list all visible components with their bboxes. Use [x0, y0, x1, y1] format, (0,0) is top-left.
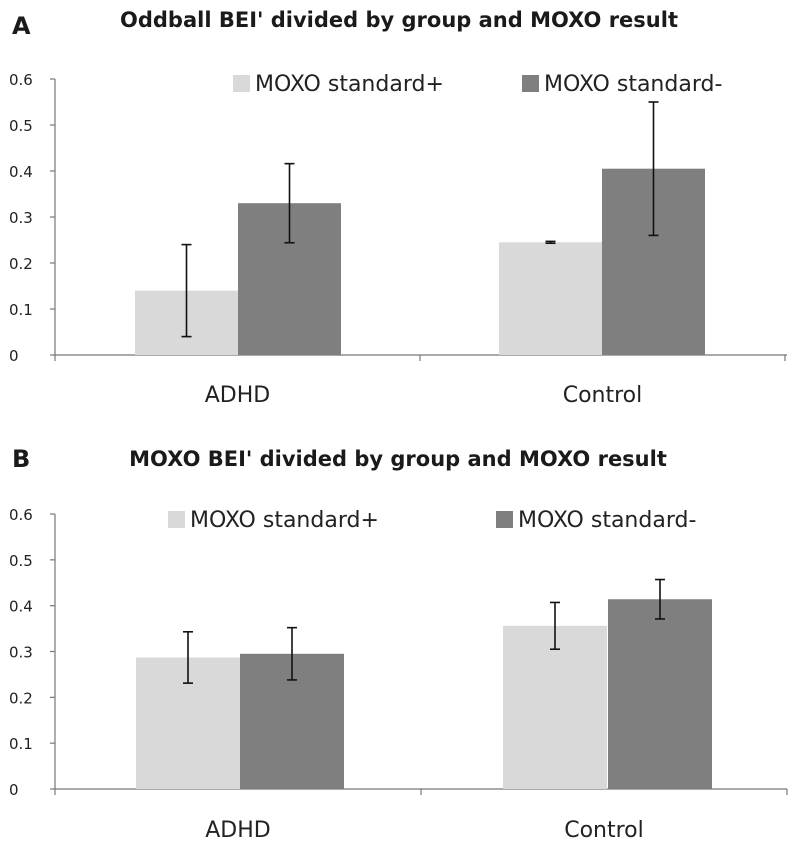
y-tick-label: 0: [9, 781, 19, 799]
y-tick-label: 0.4: [9, 163, 33, 181]
y-tick-label: 0.6: [9, 71, 33, 89]
x-category-label: ADHD: [205, 383, 270, 408]
y-tick-label: 0.1: [9, 735, 33, 753]
y-tick-label: 0.4: [9, 598, 33, 616]
legend-swatch: [522, 75, 539, 92]
panel-letter-b: B: [12, 445, 31, 473]
x-category-label: ADHD: [205, 818, 270, 843]
chart-panel-a: A Oddball BEI' divided by group and MOXO…: [0, 0, 804, 425]
bar: [499, 242, 602, 355]
legend-swatch: [168, 511, 185, 528]
y-tick-label: 0.3: [9, 209, 33, 227]
bar-chart-a: 0 0.1 0.2 0.3 0.4 0.5 0.6 ADHD Control MOXO stand…: [9, 71, 787, 408]
panel-letter-a: A: [12, 12, 31, 40]
chart-title-b: MOXO BEI' divided by group and MOXO resu…: [129, 447, 667, 471]
y-tick-label: 0: [9, 347, 19, 365]
y-tick-label: 0.5: [9, 552, 33, 570]
y-tick-label: 0.2: [9, 689, 33, 707]
y-tick-label: 0.1: [9, 301, 33, 319]
legend-label: MOXO standard+: [190, 508, 379, 533]
legend-label: MOXO standard-: [518, 508, 696, 533]
bar: [608, 599, 712, 789]
x-category-label: Control: [563, 383, 643, 408]
y-tick-label: 0.2: [9, 255, 33, 273]
legend-swatch: [233, 75, 250, 92]
x-category-label: Control: [564, 818, 644, 843]
y-tick-label: 0.6: [9, 506, 33, 524]
bar-chart-b: 0 0.1 0.2 0.3 0.4 0.5 0.6 ADHD Control MOXO stand…: [9, 506, 788, 843]
y-tick-label: 0.3: [9, 644, 33, 662]
legend-swatch: [496, 511, 513, 528]
bar: [503, 625, 607, 789]
y-tick-label: 0.5: [9, 117, 33, 135]
chart-panel-b: B MOXO BEI' divided by group and MOXO re…: [0, 437, 804, 862]
legend-label: MOXO standard-: [544, 72, 722, 97]
chart-title-a: Oddball BEI' divided by group and MOXO r…: [120, 8, 678, 32]
legend-label: MOXO standard+: [255, 72, 444, 97]
